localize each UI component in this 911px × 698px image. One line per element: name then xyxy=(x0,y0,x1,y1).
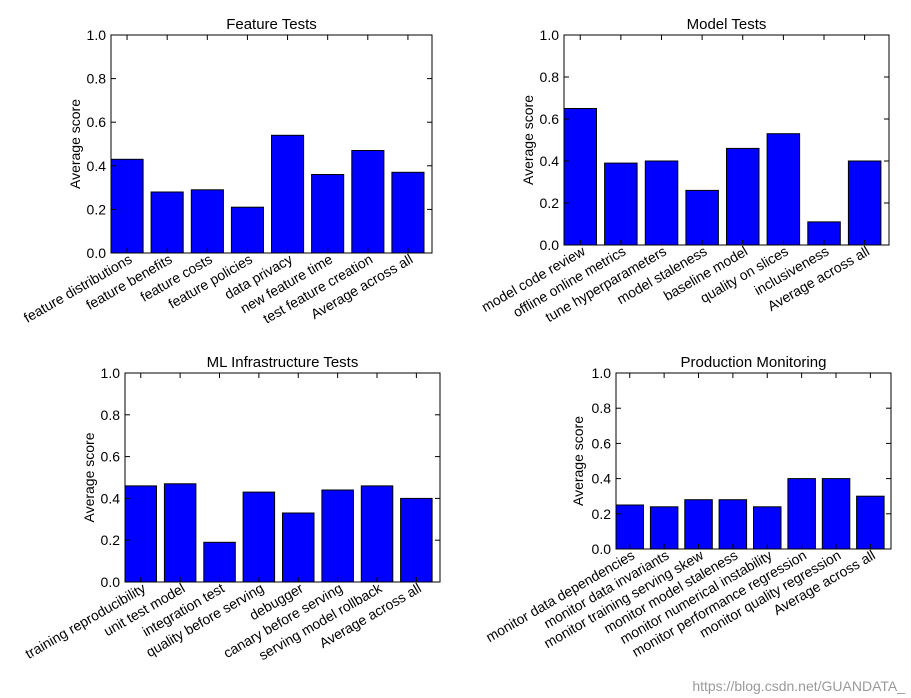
y-tick-label: 0.0 xyxy=(540,237,560,253)
bar xyxy=(847,160,882,246)
bar xyxy=(163,483,197,583)
chart-title: Feature Tests xyxy=(226,16,317,33)
bar xyxy=(242,491,276,583)
bar xyxy=(190,189,224,254)
plot-frame xyxy=(124,372,441,583)
bar xyxy=(649,506,679,550)
y-tick-label: 0.4 xyxy=(87,158,107,174)
y-tick-label: 0.2 xyxy=(592,506,612,522)
bar xyxy=(321,489,354,583)
y-tick-label: 0.6 xyxy=(87,114,107,130)
y-tick-label: 0.6 xyxy=(592,435,612,451)
bar xyxy=(685,189,719,246)
y-tick-label: 0.0 xyxy=(101,574,121,590)
bar xyxy=(644,160,679,246)
bar xyxy=(718,499,748,550)
bar xyxy=(203,541,236,583)
bar xyxy=(271,134,305,254)
plot-frame xyxy=(563,34,890,246)
y-tick-label: 1.0 xyxy=(87,27,107,43)
y-tick-label: 0.8 xyxy=(592,400,612,416)
bar xyxy=(766,133,801,246)
bar xyxy=(360,485,394,583)
bar xyxy=(856,495,885,550)
bar xyxy=(821,478,851,550)
plot-frame xyxy=(615,372,892,550)
y-tick-label: 0.0 xyxy=(592,541,612,557)
bar xyxy=(787,478,816,550)
bar xyxy=(230,206,264,254)
y-axis-label: Average score xyxy=(81,432,97,522)
bar xyxy=(684,499,713,550)
y-tick-label: 0.8 xyxy=(101,407,121,423)
bar xyxy=(351,150,385,254)
y-axis-label: Average score xyxy=(570,416,586,506)
y-tick-label: 0.2 xyxy=(540,195,560,211)
y-tick-label: 0.6 xyxy=(101,449,121,465)
y-tick-label: 0.4 xyxy=(101,490,121,506)
bar xyxy=(604,162,638,246)
plot-frame xyxy=(110,34,433,254)
y-tick-label: 1.0 xyxy=(540,27,560,43)
y-tick-label: 0.2 xyxy=(101,532,121,548)
y-tick-label: 0.8 xyxy=(87,71,107,87)
bar xyxy=(124,485,157,583)
y-tick-label: 0.4 xyxy=(540,153,560,169)
chart-title: Production Monitoring xyxy=(681,354,827,371)
bar xyxy=(753,506,782,550)
y-tick-label: 0.4 xyxy=(592,471,612,487)
bar xyxy=(110,158,144,254)
y-axis-label: Average score xyxy=(520,95,536,185)
y-tick-label: 1.0 xyxy=(592,365,612,381)
bar xyxy=(391,171,425,254)
y-tick-label: 0.8 xyxy=(540,69,560,85)
chart-title: ML Infrastructure Tests xyxy=(207,354,359,371)
bar xyxy=(311,174,345,254)
y-axis-label: Average score xyxy=(67,99,83,189)
y-tick-label: 0.0 xyxy=(87,245,107,261)
bar xyxy=(282,512,315,583)
bar xyxy=(726,147,760,246)
bar xyxy=(563,108,597,246)
bar xyxy=(150,191,184,254)
chart-title: Model Tests xyxy=(687,16,767,33)
bar xyxy=(400,497,433,583)
y-tick-label: 0.2 xyxy=(87,201,107,217)
y-tick-label: 0.6 xyxy=(540,111,560,127)
bar xyxy=(615,504,644,550)
y-tick-label: 1.0 xyxy=(101,365,121,381)
watermark: https://blog.csdn.net/GUANDATA_ xyxy=(692,678,905,694)
